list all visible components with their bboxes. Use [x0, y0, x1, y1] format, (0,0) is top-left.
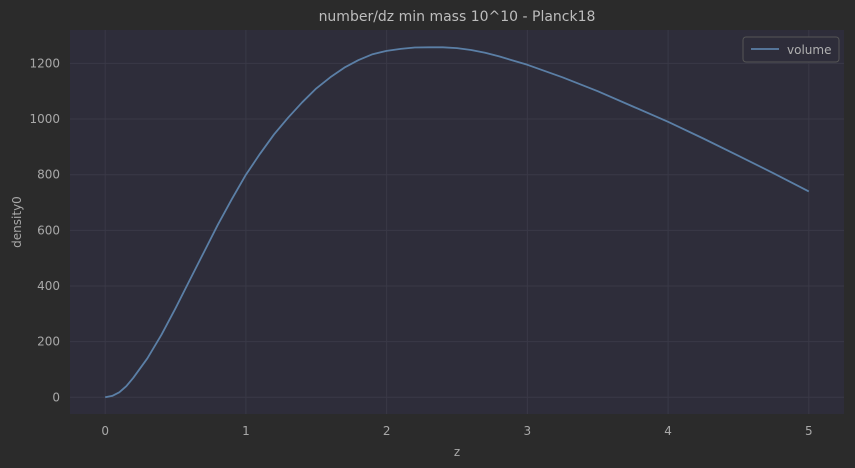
x-tick-label: 5 [805, 424, 813, 438]
y-tick-label: 800 [37, 168, 60, 182]
y-tick-label: 1200 [29, 56, 60, 70]
x-tick-label: 1 [242, 424, 250, 438]
y-tick-label: 200 [37, 335, 60, 349]
x-axis-label: z [454, 445, 460, 459]
y-tick-label: 0 [52, 390, 60, 404]
y-tick-label: 400 [37, 279, 60, 293]
y-axis: 0 200 400 600 800 1000 1200 [29, 56, 60, 404]
x-tick-label: 4 [664, 424, 672, 438]
x-tick-label: 0 [101, 424, 109, 438]
y-tick-label: 1000 [29, 112, 60, 126]
legend: volume [742, 36, 840, 63]
x-tick-label: 3 [524, 424, 532, 438]
x-axis: 0 1 2 3 4 5 [101, 424, 812, 438]
series-line-volume [105, 46, 810, 399]
grid [70, 30, 844, 414]
plot-area [70, 30, 844, 414]
y-axis-label: density0 [10, 196, 24, 248]
x-tick-label: 2 [383, 424, 391, 438]
series-group [105, 46, 810, 399]
legend-box [742, 36, 840, 63]
legend-label-volume: volume [787, 43, 831, 57]
y-tick-label: 600 [37, 223, 60, 237]
chart-title: number/dz min mass 10^10 - Planck18 [319, 9, 596, 25]
